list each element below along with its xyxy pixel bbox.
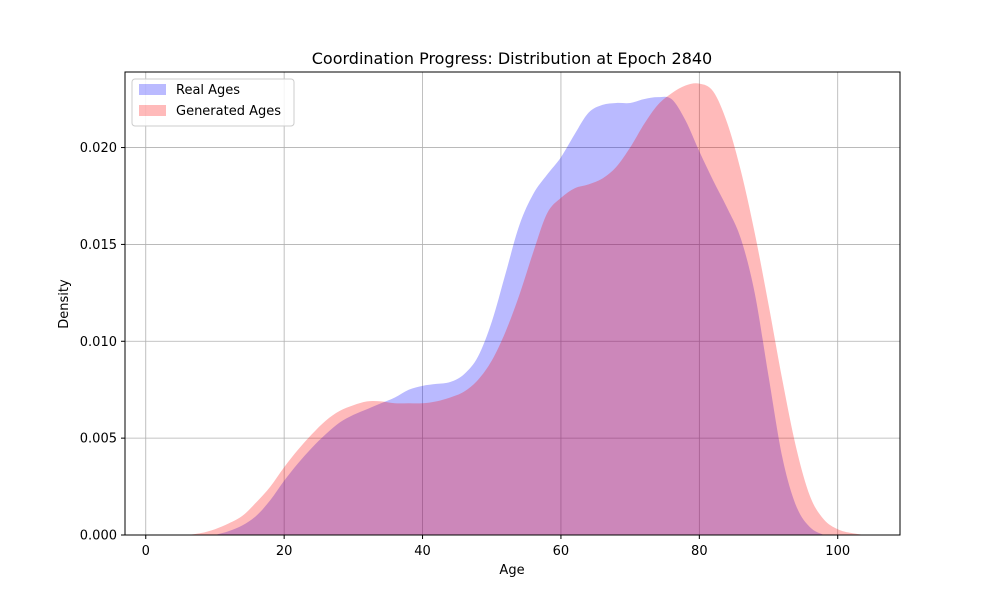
y-axis-ticks: 0.000 0.005 0.010 0.015 0.020 — [80, 141, 125, 544]
x-tick-label: 100 — [825, 544, 850, 559]
y-tick-label: 0.000 — [80, 529, 117, 544]
y-tick-label: 0.010 — [80, 335, 117, 350]
series-areas — [187, 83, 866, 536]
generated-ages-area — [187, 83, 866, 535]
chart-title: Coordination Progress: Distribution at E… — [312, 49, 712, 68]
real-ages-area — [214, 96, 824, 536]
x-axis-label: Age — [499, 563, 524, 578]
legend-swatch-generated-ages — [139, 105, 166, 116]
plot-frame — [124, 71, 901, 536]
legend-label-generated-ages: Generated Ages — [176, 104, 281, 119]
legend-label-real-ages: Real Ages — [176, 83, 240, 98]
legend-swatch-real-ages — [139, 84, 166, 95]
x-tick-label: 40 — [414, 544, 431, 559]
y-axis-label: Density — [57, 279, 72, 329]
x-tick-label: 20 — [276, 544, 293, 559]
x-tick-label: 0 — [142, 544, 150, 559]
y-tick-label: 0.005 — [80, 432, 117, 447]
legend-box — [131, 78, 295, 127]
x-tick-label: 80 — [691, 544, 708, 559]
x-tick-label: 60 — [553, 544, 570, 559]
y-tick-label: 0.020 — [80, 141, 117, 156]
y-tick-label: 0.015 — [80, 238, 117, 253]
x-axis-ticks: 0 20 40 60 80 100 — [142, 535, 850, 559]
legend: Real Ages Generated Ages — [131, 78, 295, 127]
